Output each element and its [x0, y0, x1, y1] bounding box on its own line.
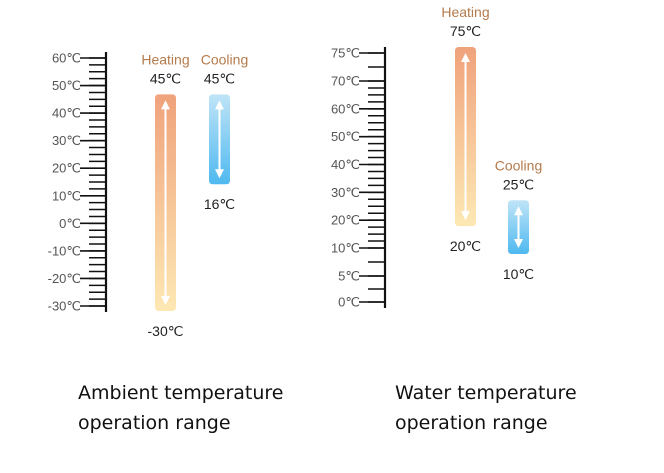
water-caption: Water temperature operation range — [395, 378, 577, 438]
heating-min-label: -30℃ — [148, 323, 184, 339]
cooling-min-label: 10℃ — [503, 266, 534, 282]
heating-min-label: 20℃ — [450, 238, 481, 254]
heating-label: Heating — [441, 4, 489, 20]
tick-label: 70℃ — [331, 74, 360, 89]
tick-label: 10℃ — [52, 188, 81, 203]
tick-label: 0℃ — [338, 295, 360, 310]
cooling-range-bar-arrow-head-up — [215, 100, 224, 110]
tick-label: -10℃ — [48, 243, 81, 258]
cooling-min-label: 16℃ — [204, 196, 235, 212]
tick-label: -20℃ — [48, 271, 81, 286]
ambient-caption: Ambient temperature operation range — [78, 378, 284, 438]
tick-label: 20℃ — [331, 213, 360, 228]
cooling-label: Cooling — [201, 51, 248, 67]
water-thermometer: 75℃ 70℃ 60℃ 50℃ 40℃ 30℃ 20℃ 10℃ 5℃ 0℃ Heating 75℃ 20… — [331, 4, 542, 310]
water-caption-line1: Water temperature — [395, 382, 577, 404]
heating-range-bar-arrow — [161, 100, 170, 305]
tick-label: 50℃ — [331, 129, 360, 144]
ambient-caption-line2: operation range — [78, 412, 231, 434]
ambient-thermometer: 60℃ 50℃ 40℃ 30℃ 20℃ 10℃ 0℃ -10℃ -20℃ -30℃ Heating 4… — [48, 51, 249, 340]
cooling-range-bar-arrow-head-down — [514, 239, 523, 248]
heating-range-bar-arrow-head-up — [461, 53, 470, 62]
tick-label: 10℃ — [331, 241, 360, 256]
cooling-range-bar-arrow — [215, 100, 224, 179]
ambient-caption-line1: Ambient temperature — [78, 382, 284, 404]
heating-range-bar-arrow-head-down — [161, 296, 170, 305]
cooling-label: Cooling — [495, 157, 542, 173]
heating-range-bar-arrow-head-down — [461, 211, 470, 221]
tick-label: 50℃ — [52, 78, 81, 93]
heating-max-label: 45℃ — [150, 70, 181, 86]
heating-range-bar-arrow-head-up — [161, 100, 170, 110]
heating-label: Heating — [141, 51, 189, 67]
cooling-max-label: 25℃ — [503, 176, 534, 192]
cooling-range-bar-arrow-head-up — [514, 206, 523, 216]
tick-label: 20℃ — [52, 161, 81, 176]
cooling-max-label: 45℃ — [204, 70, 235, 86]
tick-label: 75℃ — [331, 46, 360, 61]
tick-label: 40℃ — [52, 106, 81, 121]
tick-label: 60℃ — [52, 51, 81, 66]
tick-label: 30℃ — [331, 185, 360, 200]
heating-max-label: 75℃ — [450, 23, 481, 39]
cooling-range-bar-arrow-head-down — [215, 169, 224, 179]
tick-label: 30℃ — [52, 133, 81, 148]
heating-range-bar-arrow — [461, 53, 470, 221]
tick-label: 5℃ — [338, 269, 360, 284]
cooling-range-bar-arrow — [514, 206, 523, 248]
tick-label: 0℃ — [59, 216, 81, 231]
tick-label: 40℃ — [331, 157, 360, 172]
tick-label: -30℃ — [48, 299, 81, 314]
water-caption-line2: operation range — [395, 412, 548, 434]
tick-label: 60℃ — [331, 101, 360, 116]
